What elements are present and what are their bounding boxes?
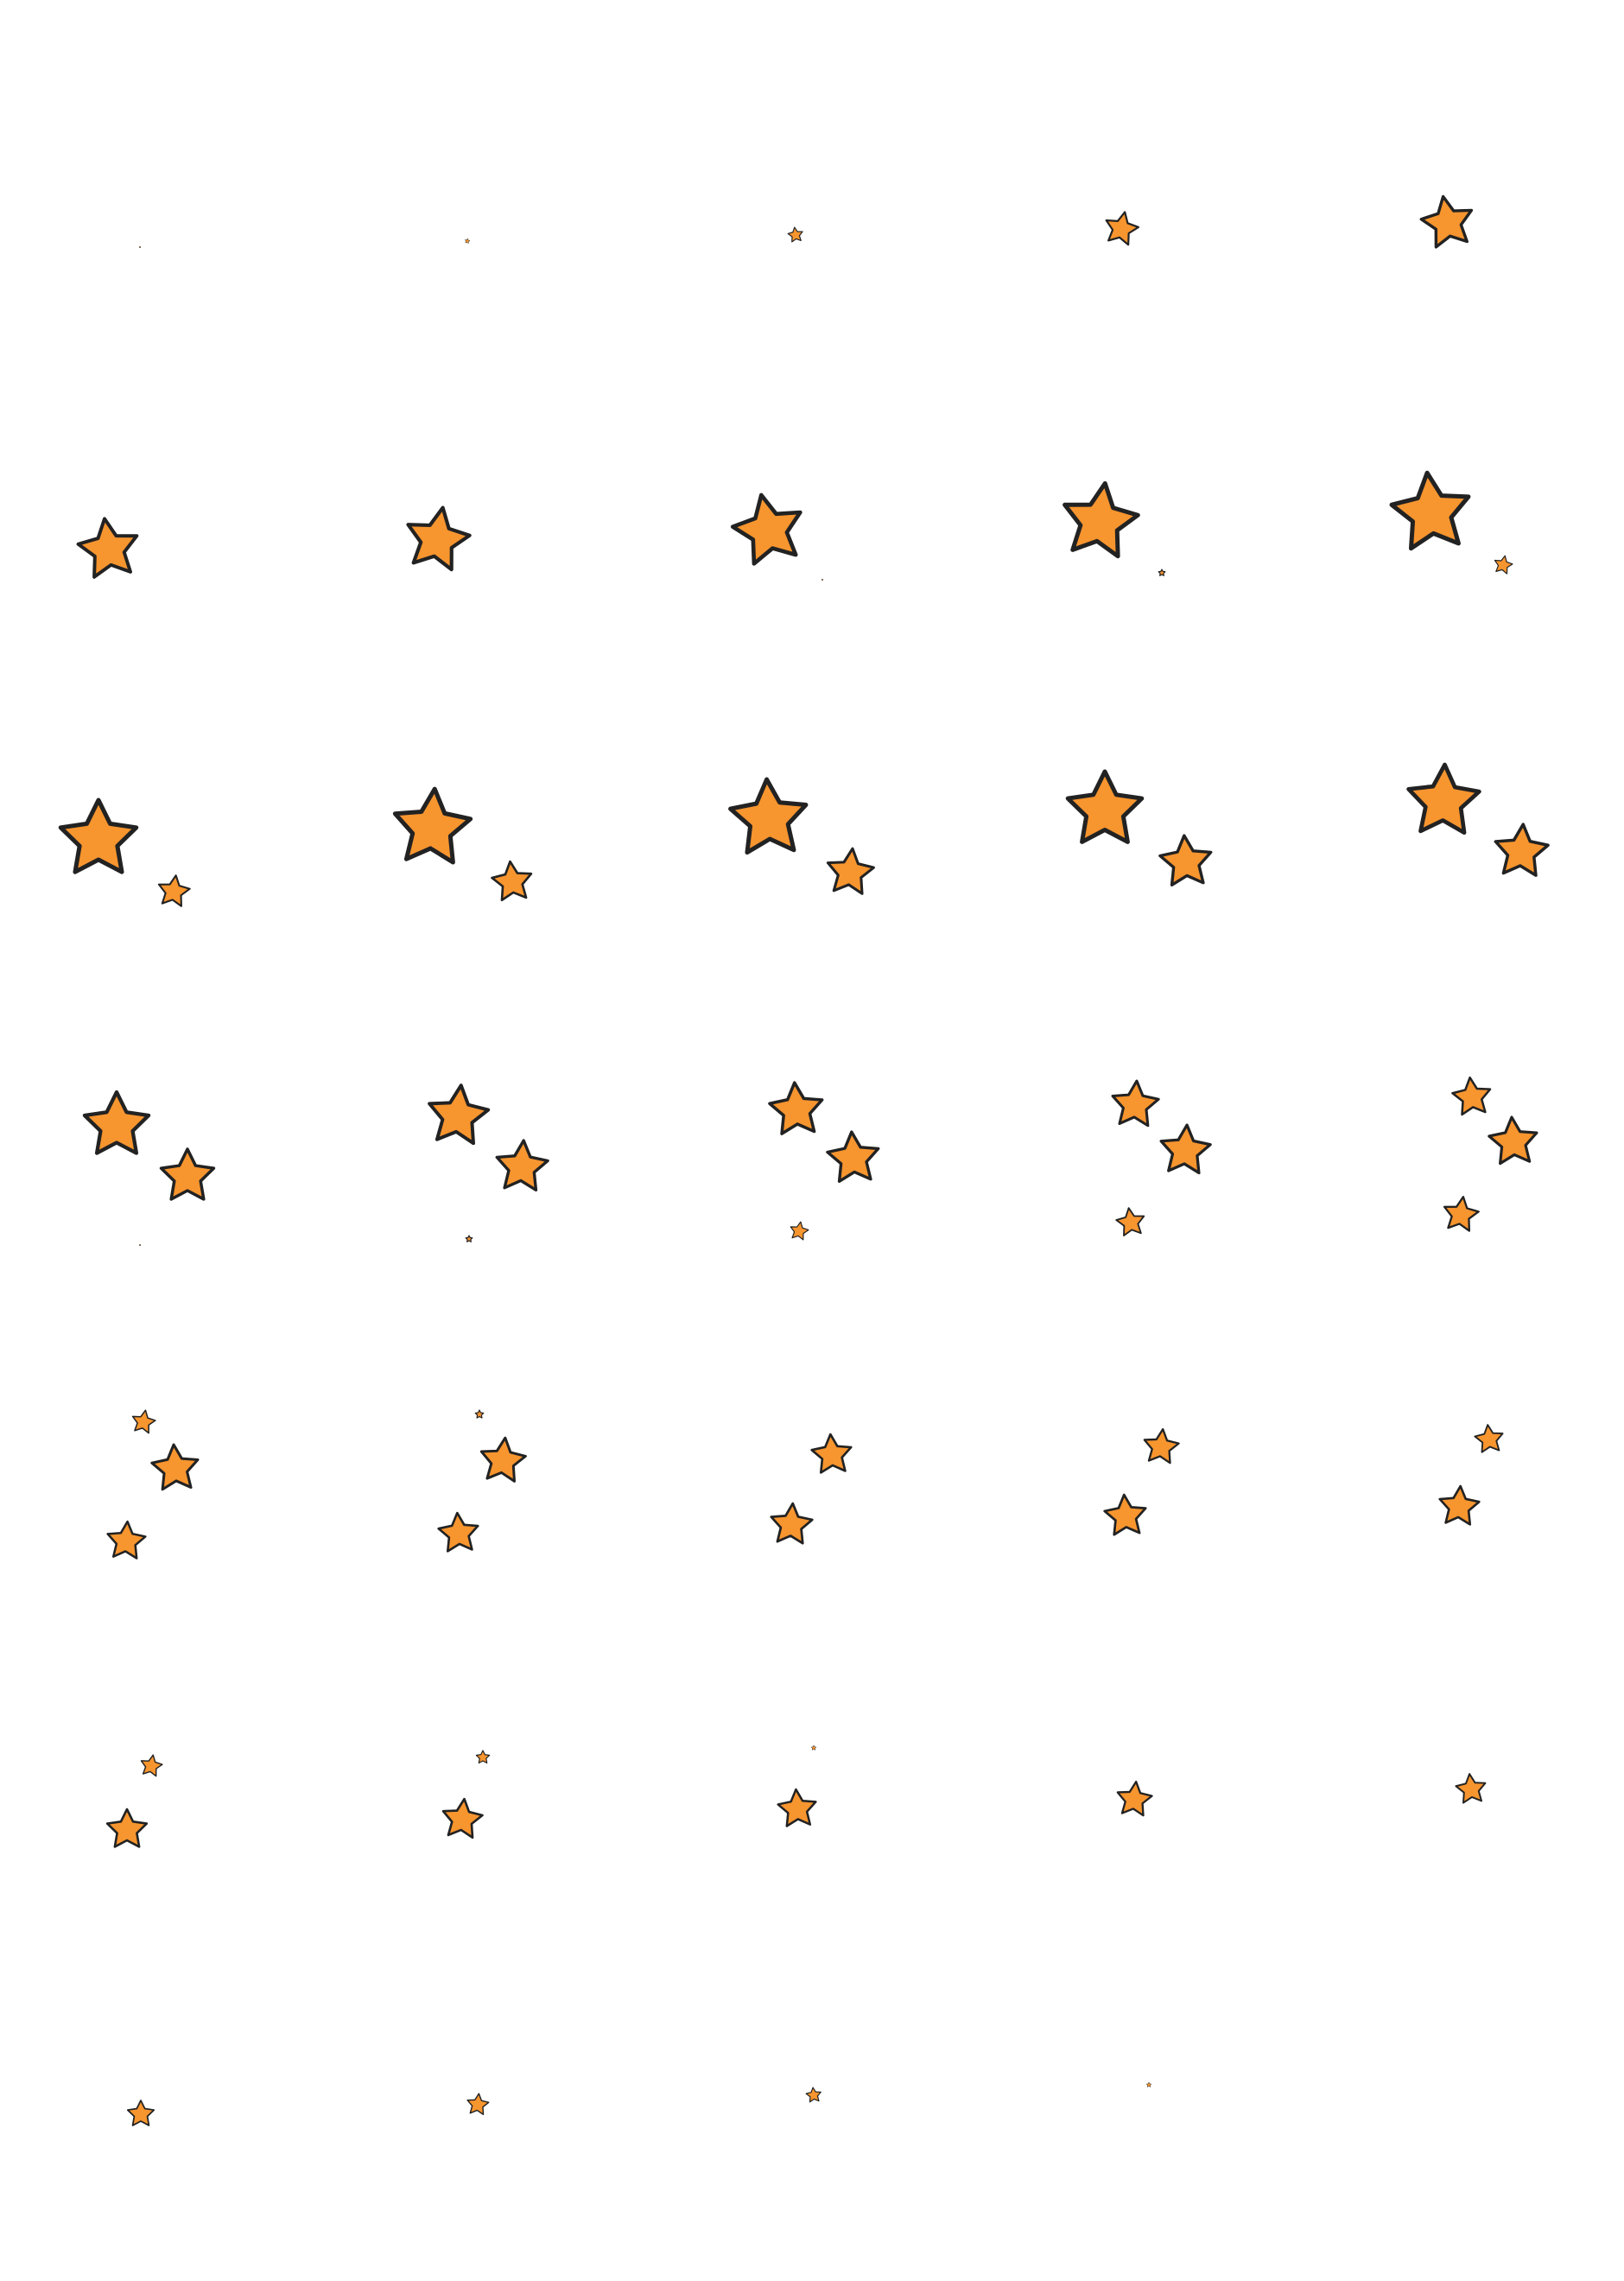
star-icon [465,238,471,244]
star-icon [805,2087,822,2103]
star-icon [474,1409,485,1419]
star-icon [406,505,472,572]
star-icon [768,1081,824,1135]
star-icon [140,1754,163,1777]
star-icon [1419,194,1474,249]
star-icon [1455,1773,1487,1804]
star-icon [1443,1196,1480,1232]
star-icon [126,2100,155,2126]
star-icon [1488,1115,1538,1166]
star-icon [495,1139,549,1191]
star-icon [1115,1207,1145,1236]
star-icon [787,226,803,243]
star-icon [821,578,824,581]
star-icon [437,1511,479,1553]
star-icon [1063,480,1140,559]
star-icon [475,1750,491,1764]
star-icon [1451,1076,1492,1116]
star-icon [138,1243,142,1247]
star-icon [1103,1493,1147,1536]
star-icon [777,1788,817,1827]
star-icon [428,1083,491,1146]
star-icon [131,1409,156,1434]
star-icon [1143,1427,1180,1465]
star-icon [790,1221,809,1241]
star-icon [1158,834,1213,886]
star-icon [730,492,802,566]
star-icon [1406,762,1481,836]
star-icon [1158,569,1166,576]
star-icon [82,1090,151,1155]
star-icon [1116,1780,1153,1817]
star-icon [1159,1123,1212,1175]
star-icon [76,517,139,579]
star-icon [392,786,473,865]
star-icon [826,847,875,895]
star-icon [157,874,191,907]
star-icon [1494,823,1550,877]
star-icon [1494,555,1513,575]
star-icon [770,1502,814,1545]
star-icon [810,1433,853,1474]
star-icon [1438,1484,1481,1526]
star-icon [479,1436,527,1483]
star-icon [810,1744,817,1750]
star-icon [1474,1424,1504,1453]
star-icon [465,1235,473,1242]
star-icon [1065,769,1145,844]
star-icon [105,1808,149,1848]
star-icon [728,777,809,855]
star-icon [150,1443,200,1491]
star-icon [1105,211,1139,246]
star-icon [826,1130,880,1183]
star-icon [1145,2081,1152,2087]
star-icon [491,860,533,902]
star-icon [1389,470,1471,551]
star-icon [1111,1079,1160,1128]
star-icon [138,245,142,249]
star-icon [466,2093,490,2115]
star-icon [106,1520,147,1560]
star-icon [58,797,139,874]
star-icon [441,1797,484,1839]
star-icon [159,1147,216,1201]
